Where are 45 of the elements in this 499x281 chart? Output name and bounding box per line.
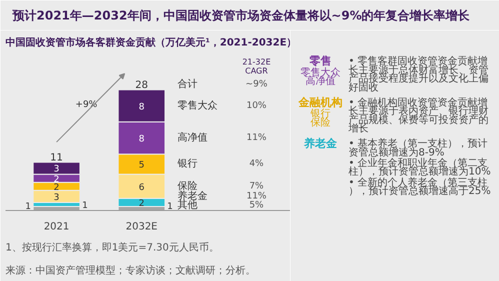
source-note: 来源：中国资产管理模型；专家访谈；文献调研；分析。 [6, 264, 256, 276]
series-label: 养老金 [177, 190, 208, 202]
chart-subtitle: 中国固收资管市场各客群资金贡献（万亿美元¹，2021-2032E） [6, 36, 297, 48]
data-label: 8 [138, 134, 145, 145]
text: 4% [249, 159, 264, 170]
text: 金融机构 [298, 96, 342, 109]
x-tick-label: 2021 [44, 222, 70, 232]
text: • 全新的个人养老金（第三支柱），预计资管总额增速高于25% [348, 176, 491, 198]
total-label: 28 [135, 80, 148, 92]
data-label: 3 [54, 192, 60, 203]
series-label: 零售大众 [177, 99, 218, 112]
data-label: 3 [54, 164, 60, 175]
x-tick-label: 2032E [126, 222, 158, 232]
data-label: 8 [138, 102, 145, 112]
text: 7% [249, 181, 264, 192]
series-label: 高净值 [177, 132, 208, 144]
series-label: 保险 [177, 180, 198, 192]
annotation: +9% [75, 100, 98, 110]
total-label: 11 [50, 152, 63, 164]
data-label: 2 [138, 198, 144, 209]
text: 21-32E CAGR [242, 58, 271, 76]
text: 5% [249, 200, 264, 211]
text: 预计2021年—2032年间，中国固收资管市场资金体量将以~9%的年复合增长率增长 [12, 8, 471, 22]
text: • 基本养老（第一支柱），预计资管总额增速为8-9% [348, 138, 488, 158]
text: 1、按现行汇率换算，即1美元=7.30元人民币。 [6, 242, 219, 254]
text: 养老金 [303, 137, 338, 150]
text: 零售大众高净值 [300, 66, 340, 88]
text: 11% [246, 191, 267, 202]
text: ~9% [246, 79, 268, 90]
text: 10% [246, 100, 267, 111]
data-label: 1 [82, 200, 88, 211]
text: 11% [246, 133, 267, 144]
text: • 金融机构固收资管资金贡献增长主要源于表内资产、银行理财产品规模、保费等可投资资产的增长 [348, 96, 488, 135]
series-label: 银行 [176, 158, 198, 170]
annotation: 合计 [177, 78, 198, 90]
data-label: 1 [167, 202, 173, 212]
text: • 企业年金和职业年金（第二支柱），预计资管总额增速为10% [348, 156, 491, 178]
text: • 零售客群固收资管资金贡献增长主要源于总体财富增长、资管产品接受程度提升以及文化上偏好固收 [348, 55, 488, 94]
text: 零售 [308, 54, 332, 68]
series-label: 其他 [177, 199, 198, 212]
text: 银行保险 [310, 108, 330, 128]
data-label: 6 [138, 182, 145, 193]
data-label: 2 [54, 182, 60, 193]
data-label: 1 [25, 202, 32, 212]
data-label: 5 [138, 160, 144, 171]
